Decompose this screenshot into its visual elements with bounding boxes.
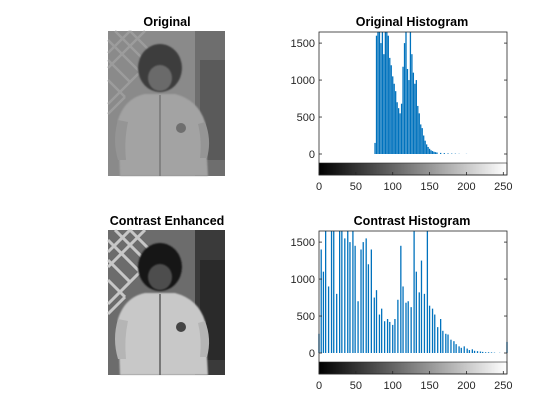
x-tick-label: 150 [420, 181, 438, 193]
y-tick-label: 500 [297, 112, 315, 124]
grayscale-colorbar [318, 162, 508, 176]
contrast-histogram: Contrast Histogram 0 500 1000 1500 0 50 100 150… [291, 214, 513, 392]
y-tick-label: 1000 [291, 75, 315, 87]
x-tick-label: 250 [494, 380, 512, 392]
grayscale-colorbar [318, 361, 508, 375]
x-tick-label: 100 [384, 380, 402, 392]
histogram-title: Original Histogram [356, 15, 469, 29]
enhanced-image-title: Contrast Enhanced [110, 214, 225, 228]
x-tick-label: 200 [457, 380, 475, 392]
bar-series [318, 231, 508, 353]
axes-frame [318, 31, 508, 176]
y-tick-label: 1000 [291, 274, 315, 286]
y-tick-label: 1500 [291, 38, 315, 50]
x-tick-label: 200 [457, 181, 475, 193]
x-tick-label: 0 [316, 380, 322, 392]
x-tick-label: 50 [350, 181, 362, 193]
y-tick-label: 1500 [291, 237, 315, 249]
bar-series [374, 32, 468, 154]
original-histogram: Original Histogram 0 500 1000 1500 0 50 100 150… [291, 15, 513, 193]
axes-frame [318, 230, 508, 375]
y-tick-label: 0 [309, 149, 315, 161]
histogram-title: Contrast Histogram [354, 214, 471, 228]
enhanced-photo [106, 228, 225, 375]
x-tick-label: 100 [384, 181, 402, 193]
y-tick-label: 500 [297, 311, 315, 323]
x-tick-label: 50 [350, 380, 362, 392]
y-tick-label: 0 [309, 348, 315, 360]
original-photo [107, 30, 225, 176]
x-tick-label: 150 [420, 380, 438, 392]
original-image-title: Original [143, 15, 190, 29]
x-tick-label: 250 [494, 181, 512, 193]
x-tick-label: 0 [316, 181, 322, 193]
